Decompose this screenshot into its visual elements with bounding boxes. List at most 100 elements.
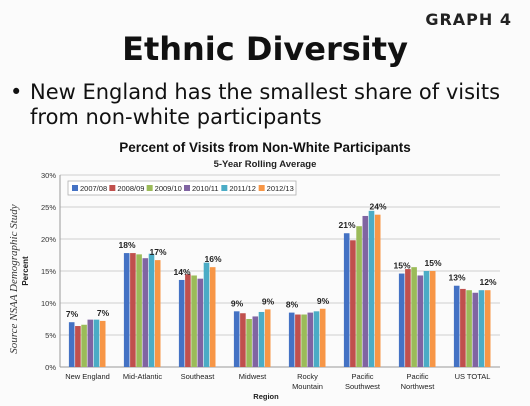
- bar: [148, 253, 155, 367]
- x-tick-label: Midwest: [239, 372, 267, 381]
- bar: [123, 253, 130, 367]
- x-tick-label: Southeast: [181, 372, 216, 381]
- bar: [154, 260, 161, 367]
- legend-label: 2008/09: [117, 184, 144, 193]
- bar: [423, 271, 430, 367]
- data-label: 15%: [393, 261, 410, 271]
- data-label: 8%: [286, 300, 299, 310]
- data-label: 18%: [118, 240, 135, 250]
- bar: [405, 269, 411, 367]
- bar: [374, 214, 381, 367]
- bullet-point: • New England has the smallest share of …: [10, 80, 520, 130]
- y-tick-label: 25%: [41, 203, 56, 212]
- x-tick-label: Rocky Mountain: [292, 372, 323, 391]
- bar: [142, 258, 149, 367]
- bar: [136, 254, 142, 367]
- legend-swatch: [72, 185, 78, 191]
- bar: [240, 313, 246, 367]
- data-label: 7%: [97, 308, 110, 318]
- graph-badge: GRAPH 4: [425, 10, 512, 29]
- x-tick-label: Pacific Northwest: [401, 372, 436, 391]
- y-axis-ticks: 0% 5% 10% 15% 20% 25% 30%: [41, 171, 56, 372]
- bar: [478, 290, 485, 367]
- x-tick-label: Pacific Southwest: [345, 372, 381, 391]
- bar: [356, 226, 362, 367]
- bar: [295, 314, 301, 367]
- y-tick-label: 15%: [41, 267, 56, 276]
- x-tick-label-line: Mid-Atlantic: [123, 372, 162, 381]
- bar: [197, 278, 204, 367]
- data-labels: 7% 7% 18% 17% 14% 16% 9% 9% 8% 9% 21% 24% 15% 15% 13% 1…: [66, 202, 497, 320]
- bar: [246, 319, 252, 367]
- bar: [411, 267, 417, 367]
- legend-swatch: [109, 185, 116, 191]
- bar: [203, 262, 210, 367]
- data-label: 14%: [173, 267, 190, 277]
- bar: [191, 275, 197, 367]
- x-tick-label-line: US TOTAL: [455, 372, 491, 381]
- data-label: 15%: [424, 258, 441, 268]
- bar: [362, 215, 369, 367]
- bar: [258, 311, 265, 367]
- legend-label: 2012/13: [267, 184, 294, 193]
- x-tick-label-line: New England: [65, 372, 110, 381]
- x-tick-label-line: Northwest: [401, 382, 436, 391]
- chart-subtitle: 5-Year Rolling Average: [214, 159, 317, 170]
- legend-swatch: [146, 185, 153, 191]
- x-tick-label-line: Midwest: [239, 372, 267, 381]
- bar: [429, 271, 436, 367]
- bar: [319, 308, 326, 367]
- bar: [484, 290, 491, 367]
- bar: [185, 274, 191, 367]
- legend-label: 2010/11: [192, 184, 219, 193]
- bar: [130, 253, 136, 367]
- x-tick-label-line: Southwest: [345, 382, 381, 391]
- bar: [75, 326, 81, 367]
- bar: [350, 240, 356, 367]
- bar: [81, 324, 87, 367]
- bars: [68, 210, 491, 367]
- data-label: 7%: [66, 309, 79, 319]
- bar: [233, 311, 240, 367]
- bar: [417, 275, 424, 367]
- bullet-marker: •: [10, 80, 23, 104]
- bar: [264, 309, 271, 367]
- data-label: 9%: [317, 296, 330, 306]
- slide-title: Ethnic Diversity: [122, 30, 408, 68]
- legend-box: [67, 180, 297, 196]
- data-label: 16%: [204, 254, 221, 264]
- bar: [178, 279, 185, 367]
- bar: [453, 285, 460, 367]
- legend-label: 2011/12: [229, 184, 256, 193]
- x-tick-label-line: Southeast: [181, 372, 216, 381]
- data-label: 12%: [479, 277, 496, 287]
- x-tick-label: US TOTAL: [455, 372, 491, 381]
- bar: [307, 312, 314, 367]
- bar: [343, 233, 350, 367]
- x-tick-label-line: Mountain: [292, 382, 323, 391]
- bar: [99, 320, 106, 367]
- chart-title: Percent of Visits from Non-White Partici…: [119, 140, 411, 155]
- bar: [288, 312, 295, 367]
- legend-swatch: [184, 185, 190, 191]
- x-tick-label-line: Pacific: [406, 372, 428, 381]
- x-axis-label: Region: [253, 392, 279, 401]
- bar: [460, 288, 466, 367]
- bar: [301, 314, 307, 367]
- y-axis-label: Percent: [21, 256, 30, 286]
- data-label: 17%: [149, 247, 166, 257]
- x-axis-ticks: New England Mid-Atlantic Southeast Midwest R…: [65, 372, 490, 391]
- data-label: 21%: [338, 220, 355, 230]
- y-tick-label: 30%: [41, 171, 56, 180]
- bar: [398, 273, 405, 367]
- y-tick-label: 5%: [45, 331, 56, 340]
- data-label: 9%: [262, 296, 275, 306]
- bar: [466, 290, 472, 367]
- y-tick-label: 20%: [41, 235, 56, 244]
- legend-label: 2007/08: [80, 184, 107, 193]
- y-tick-label: 0%: [45, 363, 56, 372]
- x-tick-label-line: Rocky: [297, 372, 318, 381]
- bar: [68, 322, 75, 367]
